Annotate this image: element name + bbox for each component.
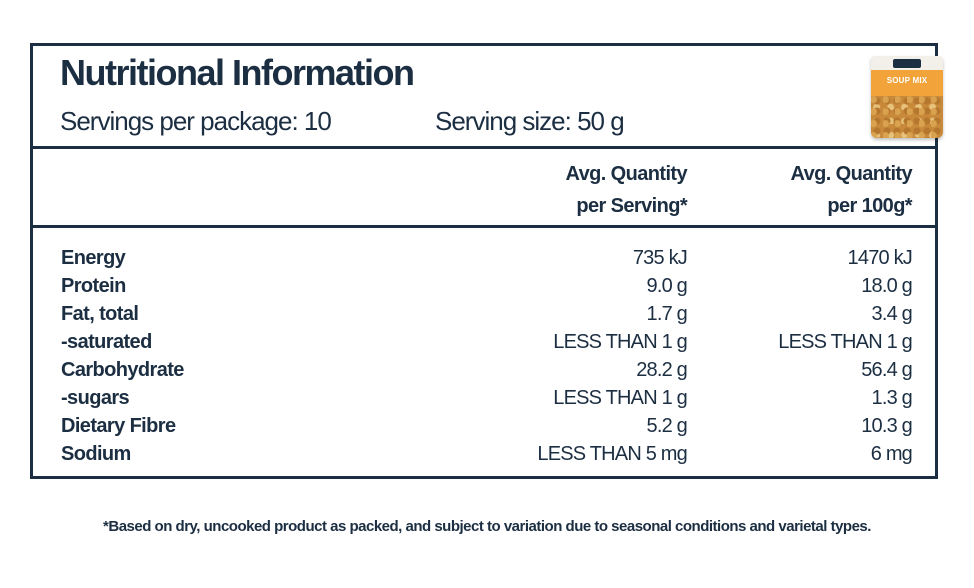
value-per-serving: LESS THAN 5 mg (537, 443, 687, 465)
serving-size: Serving size: 50 g (435, 106, 625, 136)
column-header-line: Avg. Quantity (565, 163, 688, 185)
package-label-band (871, 70, 943, 96)
nutrient-name: Protein (61, 275, 126, 297)
value-per-100g: 10.3 g (861, 415, 913, 437)
table-row: Dietary Fibre 5.2 g 10.3 g (61, 412, 913, 440)
value-per-100g: 18.0 g (861, 275, 913, 297)
nutrient-name: Fat, total (61, 303, 139, 325)
table-row: Protein 9.0 g 18.0 g (61, 272, 913, 300)
nutrient-name: -saturated (61, 331, 152, 353)
table-row: Energy 735 kJ 1470 kJ (61, 244, 913, 272)
value-per-serving: 5.2 g (646, 415, 688, 437)
value-per-100g: LESS THAN 1 g (778, 331, 913, 353)
value-per-100g: 1.3 g (871, 387, 913, 409)
value-per-serving: 28.2 g (636, 359, 688, 381)
product-package-image: SOUP MIX (871, 56, 943, 138)
value-per-serving: LESS THAN 1 g (553, 387, 688, 409)
table-row: Sodium LESS THAN 5 mg 6 mg (61, 440, 913, 468)
package-label-text: SOUP MIX (886, 76, 928, 85)
footnote: *Based on dry, uncooked product as packe… (103, 518, 871, 535)
servings-per-package: Servings per package: 10 (60, 106, 332, 136)
value-per-serving: 1.7 g (646, 303, 688, 325)
value-per-100g: 56.4 g (861, 359, 913, 381)
nutrient-name: Dietary Fibre (61, 415, 176, 437)
value-per-serving: 735 kJ (632, 247, 688, 269)
column-header-per-100g: Avg. Quantity per 100g* (692, 158, 913, 222)
package-grains-window (871, 96, 943, 138)
header-divider (33, 146, 935, 149)
column-header-per-serving: Avg. Quantity per Serving* (467, 158, 688, 222)
nutrient-name: Energy (61, 247, 126, 269)
nutrient-name: -sugars (61, 387, 130, 409)
nutrient-table: Energy 735 kJ 1470 kJ Protein 9.0 g 18.0… (61, 244, 913, 468)
value-per-100g: 1470 kJ (847, 247, 913, 269)
nutrient-name: Carbohydrate (61, 359, 184, 381)
column-header-divider (33, 225, 935, 228)
value-per-100g: 6 mg (870, 443, 913, 465)
table-row: -sugars LESS THAN 1 g 1.3 g (61, 384, 913, 412)
column-header-line: Avg. Quantity (790, 163, 913, 185)
nutrient-name: Sodium (61, 443, 131, 465)
value-per-serving: LESS THAN 1 g (553, 331, 688, 353)
column-header-line: per Serving* (576, 195, 687, 217)
table-row: -saturated LESS THAN 1 g LESS THAN 1 g (61, 328, 913, 356)
value-per-serving: 9.0 g (646, 275, 688, 297)
nutrition-panel: Nutritional Information Servings per pac… (30, 43, 943, 479)
column-header-line: per 100g* (827, 195, 912, 217)
table-row: Fat, total 1.7 g 3.4 g (61, 300, 913, 328)
brand-logo-mark (893, 59, 921, 68)
table-row: Carbohydrate 28.2 g 56.4 g (61, 356, 913, 384)
value-per-100g: 3.4 g (871, 303, 913, 325)
panel-title: Nutritional Information (60, 52, 415, 93)
